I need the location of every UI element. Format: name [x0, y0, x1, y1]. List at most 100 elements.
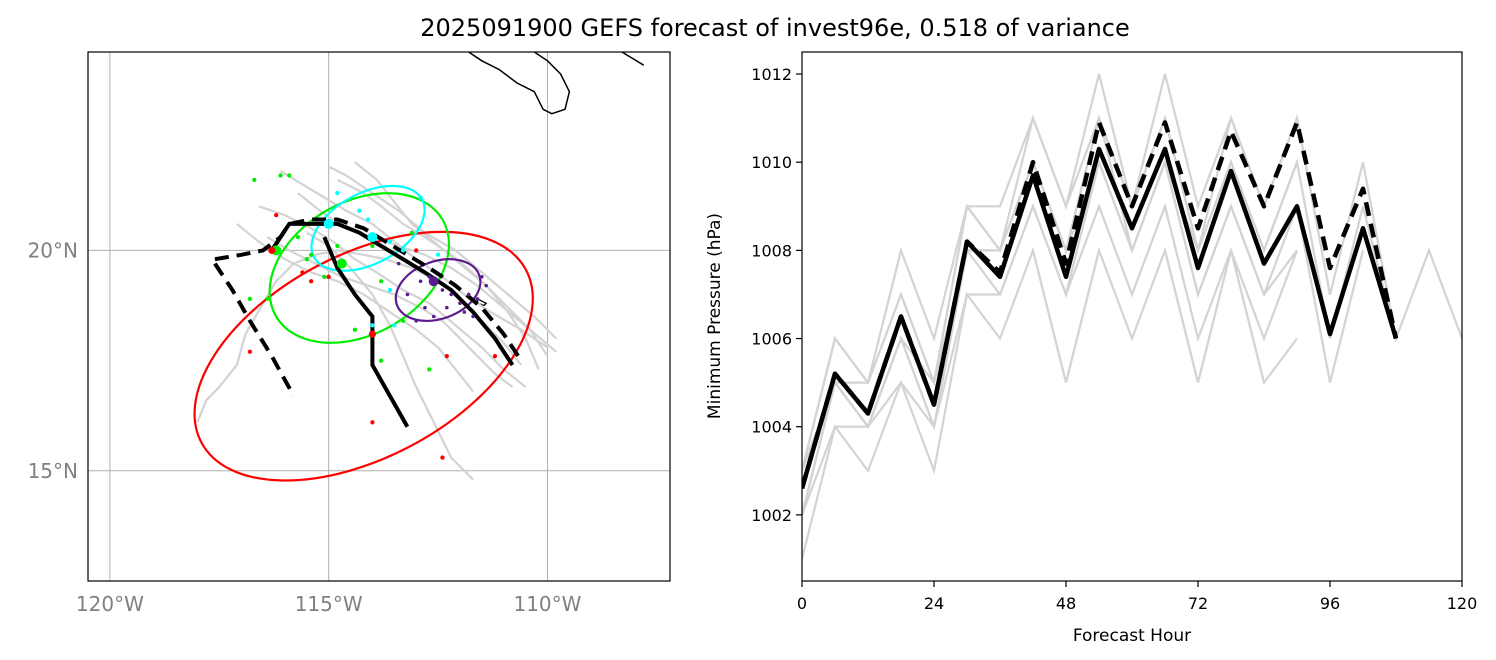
ensemble-pressure-line [802, 114, 1332, 516]
map-lat-tick-label: 15°N [28, 459, 78, 483]
map-lon-tick-label: 115°W [295, 592, 363, 616]
mean-position-point [367, 232, 378, 243]
position-point [484, 283, 488, 288]
position-point [396, 261, 401, 266]
mean-track [322, 236, 410, 428]
ensemble-track [196, 249, 523, 423]
mean-pressure-line [802, 146, 1399, 490]
position-point [400, 248, 406, 253]
position-point [287, 173, 292, 178]
figure-title: 2025091900 GEFS forecast of invest96e, 0… [420, 14, 1130, 42]
position-point [357, 208, 362, 213]
position-point [440, 455, 445, 460]
position-point [379, 279, 384, 284]
position-point [247, 349, 253, 354]
position-point [431, 314, 436, 319]
ensemble-track [306, 231, 474, 481]
position-point [414, 248, 419, 253]
ensemble-pressure-line [802, 114, 1299, 472]
position-point [370, 323, 375, 328]
position-point [300, 270, 305, 275]
y-tick-label: 1010 [751, 153, 792, 172]
ensemble-track [279, 170, 549, 349]
position-point [445, 305, 449, 310]
position-point [309, 279, 314, 284]
position-point [309, 252, 314, 257]
x-tick-label: 96 [1320, 594, 1340, 613]
uncertainty-ellipse [394, 258, 482, 322]
y-tick-label: 1004 [751, 418, 792, 437]
map-lon-tick-label: 120°W [76, 592, 144, 616]
dashed-mean-pressure-line [802, 120, 1399, 490]
pressure-ticks: 0 24 48 72 96 120 1002 1004 1006 1008 1010 1012 [751, 65, 1477, 613]
y-tick-label: 1006 [751, 330, 792, 349]
ensemble-pressure-line [802, 117, 1398, 516]
position-point [368, 330, 377, 338]
position-point [449, 292, 453, 297]
position-point [268, 246, 276, 254]
position-point [274, 212, 279, 218]
ensemble-pressure-line [802, 158, 1365, 560]
position-point [414, 319, 418, 323]
coastline [621, 52, 645, 66]
ensemble-pressure-line [802, 73, 1462, 472]
position-point [418, 279, 423, 284]
position-point [444, 354, 449, 359]
pressure-frame [801, 51, 1463, 582]
position-point [418, 195, 423, 200]
y-tick-label: 1002 [751, 506, 792, 525]
position-point [480, 275, 484, 279]
position-point [265, 296, 270, 302]
position-point [392, 323, 397, 328]
map-frame [87, 51, 671, 582]
mean-track [270, 221, 515, 367]
position-point [278, 173, 283, 178]
x-tick-label: 48 [1056, 594, 1076, 613]
position-point [326, 274, 331, 279]
pressure-lines [802, 73, 1462, 560]
ensemble-track [328, 165, 557, 340]
position-point [379, 358, 384, 363]
position-point [492, 354, 498, 359]
map-lon-tick-label: 110°W [513, 592, 581, 616]
coastline [468, 52, 571, 115]
uncertainty-ellipse [310, 184, 426, 272]
position-point [387, 287, 393, 293]
position-point [405, 292, 410, 297]
pressure-chart: 0 24 48 72 96 120 1002 1004 1006 1008 1010 1012 For… [705, 51, 1477, 646]
position-point [409, 230, 414, 235]
position-point [440, 288, 445, 292]
position-point [435, 252, 441, 257]
map-gridlines [88, 52, 670, 581]
position-point [458, 301, 462, 306]
position-point [466, 292, 471, 297]
mean-position-point [323, 218, 334, 229]
position-point [335, 190, 340, 196]
position-point [475, 297, 480, 301]
ensemble-track [354, 161, 540, 370]
y-axis-label: Minimum Pressure (hPa) [705, 213, 725, 419]
ensemble-track [258, 205, 527, 388]
position-point [252, 177, 257, 182]
position-point [462, 310, 467, 314]
map-lat-tick-label: 20°N [28, 238, 78, 262]
position-point [370, 243, 375, 249]
ensemble-pressure-line [802, 246, 1298, 516]
x-tick-label: 24 [924, 594, 944, 613]
x-axis-label: Forecast Hour [1073, 626, 1191, 646]
map-content [193, 52, 645, 482]
position-point [352, 327, 358, 332]
uncertainty-ellipse [193, 230, 534, 482]
map-tick-labels: 120°W 115°W 110°W 15°N 20°N [28, 238, 582, 616]
ensemble-track [266, 236, 514, 388]
dashed-mean-track [213, 262, 296, 397]
position-point [423, 305, 427, 310]
track-map: 120°W 115°W 110°W 15°N 20°N [28, 51, 671, 616]
dashed-mean-track [214, 217, 523, 362]
x-tick-label: 72 [1188, 594, 1208, 613]
position-point [387, 239, 393, 244]
y-tick-label: 1008 [751, 241, 792, 260]
position-point [247, 296, 253, 302]
position-point [370, 420, 375, 425]
position-point [365, 217, 371, 222]
